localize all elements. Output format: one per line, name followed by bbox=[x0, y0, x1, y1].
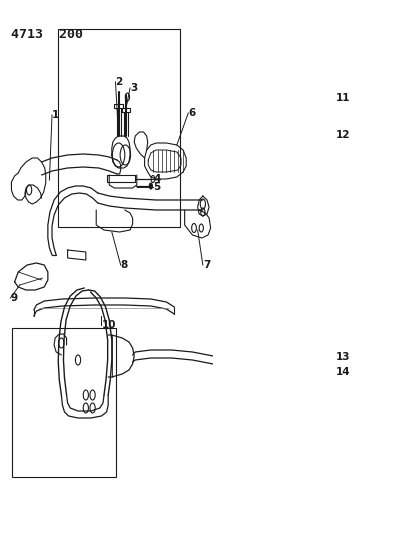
Text: 2: 2 bbox=[115, 77, 122, 87]
Bar bbox=[57, 29, 180, 227]
Bar bbox=[306, 93, 317, 103]
Text: 4: 4 bbox=[153, 174, 160, 184]
Text: 1: 1 bbox=[52, 110, 59, 120]
Bar bbox=[12, 328, 116, 477]
Text: 4713  200: 4713 200 bbox=[11, 28, 83, 41]
Circle shape bbox=[253, 369, 256, 375]
Text: 7: 7 bbox=[202, 260, 210, 270]
Text: 10: 10 bbox=[101, 320, 116, 330]
Text: 8: 8 bbox=[120, 260, 128, 270]
Circle shape bbox=[149, 183, 152, 189]
Text: 11: 11 bbox=[335, 93, 349, 103]
Text: 6: 6 bbox=[188, 108, 195, 118]
Text: 12: 12 bbox=[335, 130, 349, 140]
Text: 5: 5 bbox=[153, 182, 160, 192]
Text: 3: 3 bbox=[130, 83, 137, 93]
Text: 13: 13 bbox=[335, 352, 349, 362]
Text: 9: 9 bbox=[10, 293, 18, 303]
Text: 14: 14 bbox=[335, 367, 349, 377]
